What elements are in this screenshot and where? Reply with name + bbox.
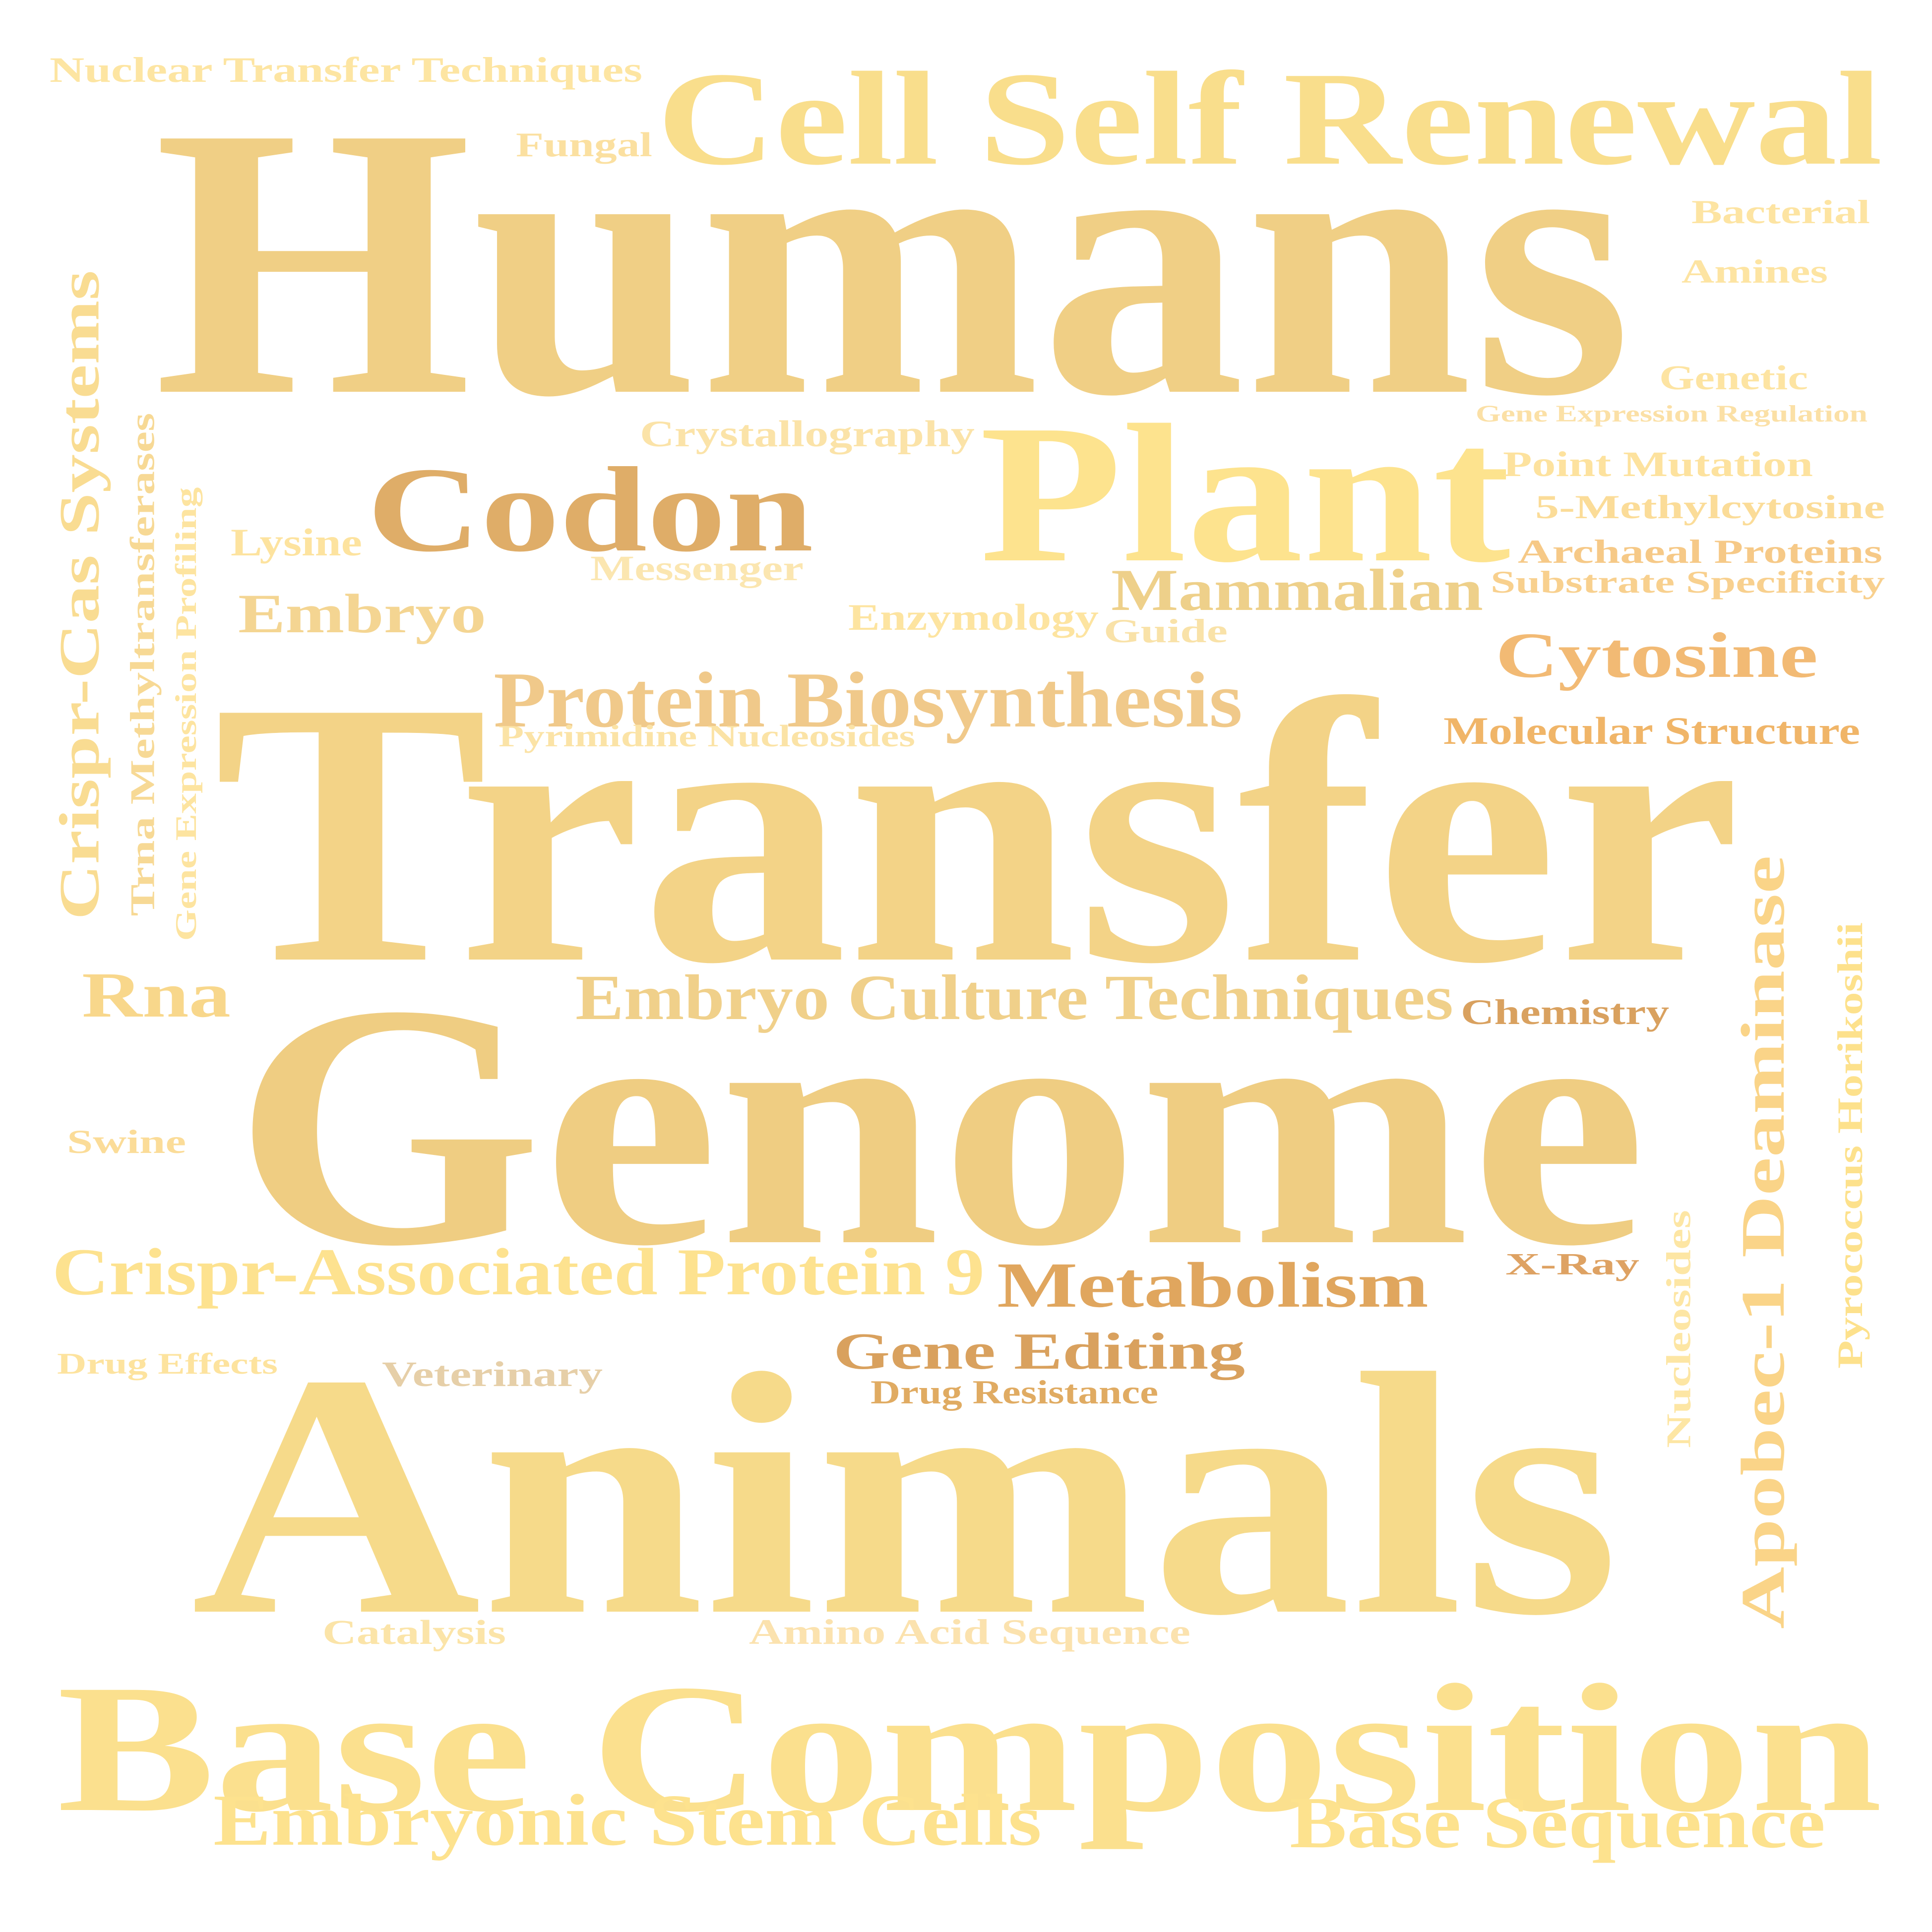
word-crispr-associated-protein-9: Crispr-Associated Protein 9: [52, 1235, 985, 1309]
word-base-composition: Base Composition: [57, 1647, 1882, 1850]
word-rna: Rna: [82, 960, 231, 1031]
word-substrate-specificity: Substrate Specificity: [1491, 564, 1885, 600]
word-pyrimidine-nucleosides: Pyrimidine Nucleosides: [499, 720, 915, 753]
word-trna-methyltransferases: Trna Methyltransferases: [124, 413, 162, 916]
word-gene-expression-profiling: Gene Expression Profiling: [170, 487, 202, 941]
word-crispr-cas-systems: Crispr-Cas Systems: [48, 270, 111, 920]
word-humans: Humans: [154, 47, 1632, 476]
word-drug-effects: Drug Effects: [57, 1347, 278, 1380]
word-protein-biosynthesis: Protein Biosynthesis: [494, 656, 1243, 744]
word-plant: Plant: [980, 384, 1513, 604]
word-embryo: Embryo: [238, 583, 486, 645]
word-chemistry: Chemistry: [1461, 992, 1669, 1032]
word-cell-self-renewal: Cell Self Renewal: [657, 45, 1882, 193]
word-embryo-culture-techniques: Embryo Culture Techniques: [575, 962, 1453, 1033]
word-bacterial: Bacterial: [1691, 193, 1870, 231]
word-drug-resistance: Drug Resistance: [871, 1373, 1158, 1411]
word-lysine: Lysine: [231, 521, 362, 564]
word-nucleosides: Nucleosides: [1660, 1210, 1698, 1448]
word-point-mutation: Point Mutation: [1503, 444, 1813, 484]
word-mammalian: Mammalian: [1111, 557, 1483, 623]
word-gene-expression-regulation: Gene Expression Regulation: [1476, 401, 1868, 427]
word-genetic: Genetic: [1659, 359, 1808, 397]
word-animals: Animals: [191, 1303, 1620, 1687]
word-guide: Guide: [1104, 612, 1228, 650]
word-5-methylcytosine: 5-Methylcytosine: [1535, 488, 1885, 526]
word-base-sequence: Base Sequence: [1290, 1782, 1825, 1864]
word-apobec-1-deaminase: Apobec-1 Deaminase: [1729, 855, 1798, 1629]
word-crystallography: Crystallography: [640, 414, 975, 455]
word-amines: Amines: [1682, 252, 1828, 290]
word-pyrococcus-horikoshii: Pyrococcus Horikoshii: [1830, 922, 1870, 1369]
word-amino-acid-sequence: Amino Acid Sequence: [749, 1612, 1190, 1652]
word-veterinary: Veterinary: [382, 1354, 603, 1394]
word-transfer: Transfer: [213, 624, 1741, 1041]
word-swine: Swine: [67, 1123, 186, 1160]
word-metabolism: Metabolism: [997, 1250, 1429, 1321]
word-catalysis: Catalysis: [322, 1614, 506, 1652]
word-messenger: Messenger: [590, 548, 804, 588]
word-x-ray: X-Ray: [1505, 1248, 1639, 1281]
word-nuclear-transfer-techniques: Nuclear Transfer Techniques: [50, 50, 642, 90]
word-gene-editing: Gene Editing: [833, 1322, 1245, 1380]
word-molecular-structure: Molecular Structure: [1443, 709, 1860, 752]
word-genome: Genome: [233, 933, 1647, 1318]
word-codon: Codon: [367, 442, 813, 577]
word-fungal: Fungal: [516, 126, 652, 164]
word-embryonic-stem-cells: Embryonic Stem Cells: [213, 1780, 1042, 1861]
word-enzymology: Enzymology: [848, 597, 1099, 638]
word-cytosine: Cytosine: [1496, 620, 1818, 691]
word-archaeal-proteins: Archaeal Proteins: [1518, 533, 1882, 570]
